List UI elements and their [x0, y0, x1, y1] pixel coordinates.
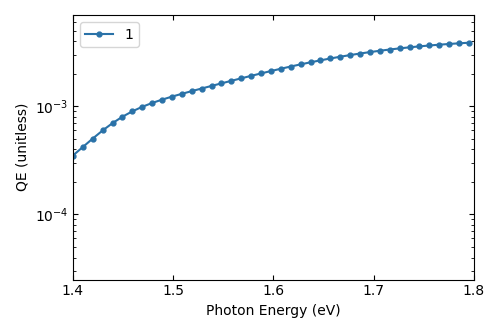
- 1: [100, 129, 105, 133]
- 1: [318, 58, 324, 62]
- 1: [188, 89, 194, 93]
- 1: [208, 84, 214, 88]
- X-axis label: Photon Energy (eV): Photon Energy (eV): [206, 304, 340, 318]
- 1: [357, 52, 363, 56]
- 1: [328, 57, 334, 61]
- 1: [159, 98, 165, 102]
- 1: [406, 45, 412, 49]
- 1: [377, 49, 383, 53]
- 1: [120, 115, 126, 119]
- 1: [446, 42, 452, 46]
- 1: [347, 53, 353, 57]
- 1: [130, 109, 136, 113]
- 1: [278, 67, 284, 71]
- 1: [396, 46, 402, 50]
- 1: [426, 44, 432, 48]
- 1: [268, 69, 274, 73]
- 1: [218, 81, 224, 85]
- 1: [466, 41, 472, 45]
- 1: [416, 44, 422, 48]
- 1: [436, 43, 442, 47]
- 1: [90, 137, 96, 141]
- 1: [248, 74, 254, 78]
- 1: [80, 145, 86, 149]
- Legend: 1: 1: [80, 22, 138, 47]
- 1: [169, 95, 175, 99]
- 1: [367, 50, 373, 54]
- 1: [456, 41, 462, 45]
- 1: [70, 154, 76, 158]
- Line: 1: 1: [70, 40, 471, 158]
- 1: [228, 79, 234, 83]
- 1: [139, 105, 145, 109]
- 1: [308, 60, 314, 64]
- 1: [238, 76, 244, 80]
- 1: [110, 121, 116, 125]
- 1: [298, 62, 304, 66]
- 1: [337, 55, 343, 59]
- 1: [258, 72, 264, 76]
- 1: [288, 65, 294, 69]
- 1: [179, 92, 185, 96]
- 1: [386, 48, 392, 52]
- 1: [198, 87, 204, 91]
- Y-axis label: QE (unitless): QE (unitless): [15, 103, 29, 191]
- 1: [149, 101, 155, 105]
